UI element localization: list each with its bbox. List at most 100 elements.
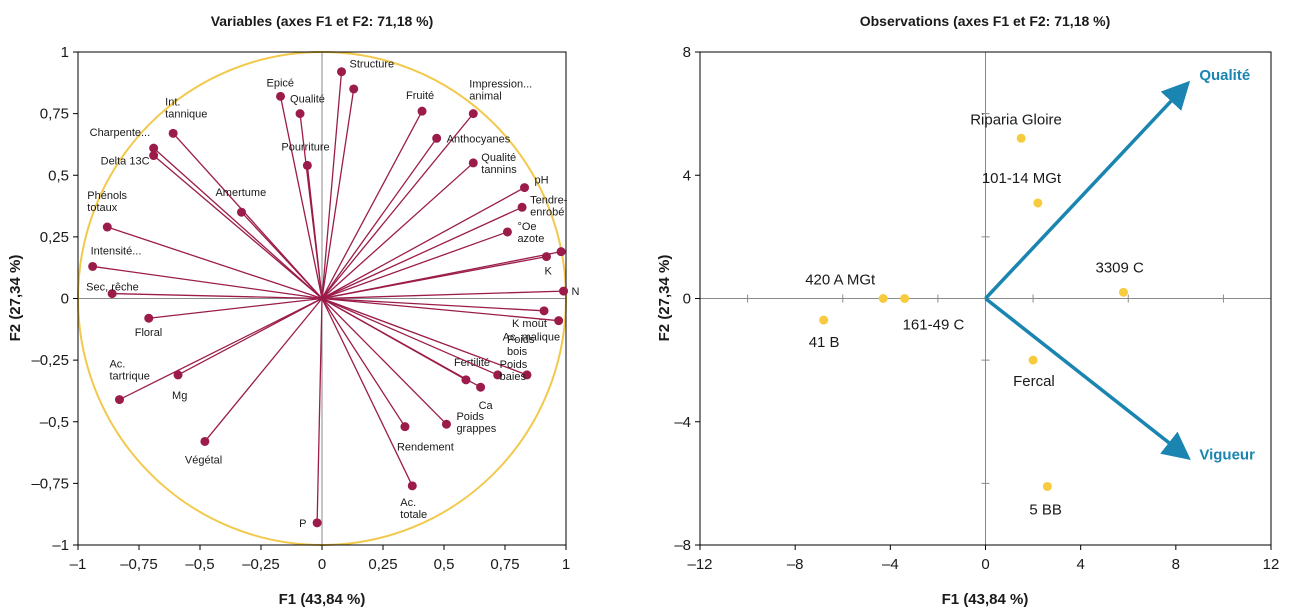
variable-label-k-mo-t: K moût: [512, 318, 547, 330]
vector-line-structure-2: [321, 88, 355, 299]
observations-y-tick-label: –8: [674, 537, 691, 554]
observation-label-3309-c: 3309 C: [1095, 259, 1144, 276]
variable-label-ac-tartrique: Ac. tartrique: [109, 359, 149, 383]
observations-plot: –12 –8 –4 0 4 8 12 8 4 0 –4 –8 Qualité Vigueur Riparia…: [674, 44, 1279, 573]
variable-label-pourriture: Pourriture: [281, 141, 329, 153]
variable-point-k-2: [556, 247, 566, 257]
variables-x-tick-label: 0: [318, 556, 326, 573]
vector-line-qualit-tannins: [321, 162, 474, 299]
variables-y-tick-label: 0,75: [40, 106, 69, 123]
vector-line-k-2: [321, 251, 562, 300]
observations-chart-title: Observations (axes F1 et F2: 71,18 %): [860, 13, 1111, 29]
vector-line-sec-r-che: [112, 292, 323, 300]
vector-line-poids-baies: [321, 297, 498, 376]
vector-line-amertume: [241, 211, 323, 299]
observations-y-axis-title: F2 (27,34 %): [656, 255, 673, 342]
observation-point-101-14-mgt: [1033, 198, 1043, 208]
variable-point-int-tannique: [168, 128, 178, 138]
vector-line-oe-azote: [321, 231, 508, 300]
vector-line-tendre-enrob: [321, 206, 523, 300]
variable-label-structure: Structure: [350, 59, 395, 71]
variable-label-ph: pH: [535, 175, 549, 187]
variable-label-anthocyanes: Anthocyanes: [447, 133, 511, 145]
observations-y-tick-label: 0: [683, 291, 691, 308]
observations-x-axis-title: F1 (43,84 %): [942, 591, 1029, 608]
variables-x-tick-label: 0,25: [368, 556, 397, 573]
observation-label-41-b: 41 B: [809, 334, 840, 351]
vector-line-v-g-tal: [204, 298, 323, 442]
vector-line-poids-grappes: [321, 298, 447, 425]
variable-label-poids-baies: Poids baies: [500, 359, 528, 383]
loading-arrow-vigueur: [984, 297, 1191, 460]
variables-y-tick-label: –0,75: [31, 475, 69, 492]
variables-x-tick-label: 1: [562, 556, 570, 573]
variable-point-ac-totale: [407, 481, 417, 491]
observation-label-riparia-gloire: Riparia Gloire: [970, 111, 1062, 128]
variables-x-axis-title: F1 (43,84 %): [279, 591, 366, 608]
variable-label-ca: Ca: [479, 400, 494, 412]
variable-point-structure: [337, 67, 347, 77]
variable-point-ph-nols-totaux: [102, 222, 112, 232]
variable-point-k-mo-t: [539, 306, 549, 316]
vector-line-fruit: [321, 110, 423, 299]
variable-point-poids-grappes: [441, 419, 451, 429]
variable-point-delta-13c: [149, 151, 159, 161]
variables-x-tick-label: –0,25: [242, 556, 280, 573]
loading-label-vigueur: Vigueur: [1199, 447, 1255, 464]
variable-label-tendre-enrob: Tendre-enrobé: [530, 194, 568, 218]
variables-y-tick-label: 0,25: [40, 229, 69, 246]
vector-line-delta-13c: [153, 155, 323, 299]
observations-x-tick-label: –4: [882, 556, 899, 573]
variable-point-tendre-enrob: [517, 202, 527, 212]
vector-line-poids-bois: [321, 297, 528, 376]
variables-y-tick-label: –0,5: [40, 414, 69, 431]
variable-label-int-tannique: Int. tannique: [165, 96, 207, 120]
vector-line-rendement: [321, 298, 406, 428]
vector-line-n: [321, 290, 564, 300]
variable-point-floral: [144, 313, 154, 323]
variable-label-floral: Floral: [135, 327, 163, 339]
vector-line-mg: [177, 297, 323, 376]
variables-y-tick-label: 0,5: [48, 167, 69, 184]
variable-point-p: [312, 518, 322, 528]
variable-point-ph: [520, 183, 530, 193]
observation-point-420-a-mgt: [878, 294, 888, 303]
observations-x-tick-label: 4: [1076, 556, 1084, 573]
observations-y-tick-label: –4: [674, 414, 691, 431]
observation-point-161-49-c: [900, 294, 910, 303]
variables-y-axis-title: F2 (27,34 %): [7, 255, 24, 342]
observation-label-161-49-c: 161-49 C: [903, 317, 965, 334]
observation-label-5-bb: 5 BB: [1029, 501, 1062, 518]
variables-plot: –1 –0,75 –0,5 –0,25 0 0,25 0,5 0,75 1 1 0,75 0,5 0,2…: [31, 44, 579, 573]
variable-point-v-g-tal: [200, 436, 210, 446]
observation-label-420-a-mgt: 420 A MGt: [805, 272, 876, 289]
variable-label-poids-grappes: Poids grappes: [456, 411, 496, 435]
variable-point-rendement: [400, 422, 410, 432]
vector-line-anthocyanes: [321, 137, 438, 299]
variables-x-tick-label: 0,75: [490, 556, 519, 573]
variable-point-structure-2: [349, 84, 359, 94]
variable-point-ac-malique: [554, 316, 564, 326]
variable-point-qualit: [295, 109, 305, 119]
variables-chart-title: Variables (axes F1 et F2: 71,18 %): [211, 13, 434, 29]
variable-label-v-g-tal: Végétal: [185, 454, 222, 466]
variable-label-oe-azote: °Oe azote: [517, 221, 544, 245]
vector-line-ph-nols-totaux: [107, 226, 323, 300]
vector-line-charpente: [153, 147, 323, 299]
loading-arrow-qualit: [984, 80, 1191, 300]
variable-point-impression-animal: [468, 109, 478, 119]
vector-line-pourriture: [306, 165, 323, 299]
variable-point-poids-baies: [493, 370, 503, 380]
variable-label-qualit-tannins: Qualité tannins: [481, 152, 517, 176]
vector-line-epic: [279, 96, 323, 299]
observations-y-tick-label: 8: [683, 44, 691, 61]
variables-y-tick-label: –0,25: [31, 352, 69, 369]
vector-line-k-mo-t: [321, 297, 545, 312]
variable-label-charpente: Charpente...: [90, 127, 151, 139]
variable-point-amertume: [236, 207, 246, 217]
variable-point-sec-r-che: [107, 289, 117, 299]
variable-label-k: K: [544, 266, 552, 278]
variables-x-tick-label: 0,5: [434, 556, 455, 573]
